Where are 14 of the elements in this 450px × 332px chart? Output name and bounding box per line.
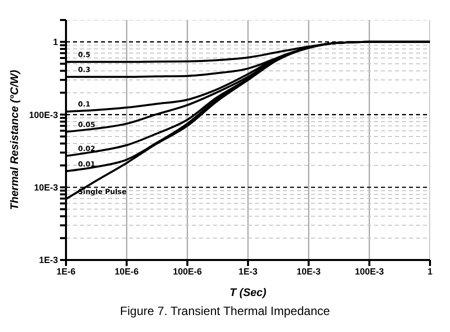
y-tick-label: 1E-3	[38, 255, 58, 266]
x-axis-title: T (Sec)	[230, 287, 267, 299]
y-tick-label: 100E-3	[28, 110, 58, 120]
y-tick-label: 10E-3	[34, 182, 58, 192]
x-tick-label: 1E-6	[56, 266, 76, 276]
x-tick-label: 1E-3	[238, 266, 258, 276]
text: Figure 7. Transient Thermal Impedance	[119, 304, 331, 318]
y-axis-title: Thermal Resistance (°C/W)	[8, 70, 21, 210]
x-tick-label: 1	[427, 266, 433, 276]
x-tick-label: 10E-3	[296, 266, 321, 276]
x-tick-label: 10E-6	[114, 266, 139, 276]
y-tick-label: 1	[52, 37, 58, 48]
x-tick-label: 100E-6	[172, 266, 202, 276]
x-tick-label: 100E-3	[354, 266, 384, 276]
